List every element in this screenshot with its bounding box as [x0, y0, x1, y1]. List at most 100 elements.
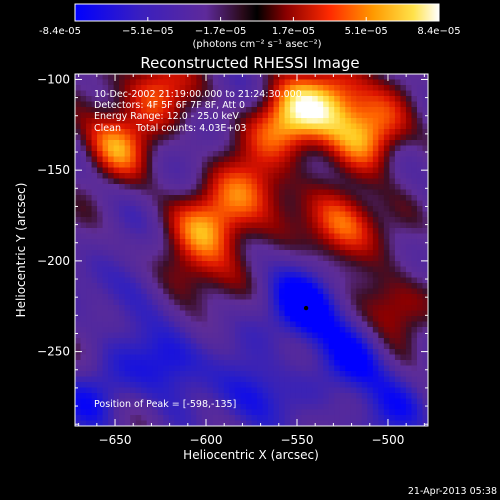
heatmap-cell — [102, 189, 109, 196]
heatmap-cell — [234, 85, 242, 92]
heatmap-cell — [306, 145, 313, 152]
heatmap-cell — [102, 371, 109, 378]
heatmap-cell — [86, 211, 93, 218]
heatmap-cell — [119, 162, 126, 169]
heatmap-cell — [207, 118, 214, 125]
heatmap-cell — [130, 233, 137, 240]
heatmap-cell — [119, 79, 126, 86]
heatmap-cell — [372, 404, 379, 411]
heatmap-cell — [394, 211, 402, 218]
heatmap-cell — [400, 189, 407, 196]
heatmap-cell — [350, 277, 357, 284]
heatmap-cell — [234, 167, 242, 174]
heatmap-cell — [234, 415, 242, 422]
heatmap-cell — [135, 189, 142, 196]
heatmap-cell — [312, 211, 319, 218]
heatmap-cell — [251, 206, 258, 213]
heatmap-cell — [152, 233, 159, 240]
heatmap-cell — [284, 415, 291, 422]
heatmap-cell — [405, 129, 413, 136]
heatmap-cell — [223, 360, 231, 367]
heatmap-cell — [251, 239, 258, 246]
heatmap-cell — [113, 327, 120, 334]
heatmap-cell — [168, 371, 175, 378]
heatmap-cell — [207, 79, 214, 86]
heatmap-cell — [124, 349, 131, 356]
heatmap-cell — [152, 404, 159, 411]
heatmap-cell — [245, 107, 253, 114]
heatmap-cell — [339, 371, 346, 378]
heatmap-cell — [405, 332, 413, 339]
heatmap-cell — [301, 195, 308, 202]
heatmap-cell — [97, 321, 104, 328]
heatmap-cell — [383, 195, 390, 202]
heatmap-cell — [80, 266, 87, 273]
heatmap-cell — [273, 217, 280, 224]
heatmap-cell — [405, 415, 413, 422]
heatmap-cell — [229, 415, 236, 422]
heatmap-cell — [356, 332, 363, 339]
heatmap-cell — [416, 79, 424, 86]
heatmap-cell — [279, 332, 286, 339]
heatmap-cell — [124, 129, 131, 136]
heatmap-cell — [350, 255, 357, 262]
heatmap-cell — [229, 74, 236, 81]
heatmap-cell — [312, 173, 319, 180]
heatmap-cell — [234, 349, 242, 356]
heatmap-cell — [262, 261, 269, 268]
heatmap-cell — [312, 305, 319, 312]
heatmap-cell — [185, 134, 192, 141]
heatmap-cell — [86, 217, 93, 224]
heatmap-cell — [345, 354, 352, 361]
heatmap-cell — [268, 409, 275, 416]
heatmap-cell — [372, 217, 379, 224]
heatmap-cell — [306, 255, 313, 262]
heatmap-cell — [416, 222, 424, 229]
heatmap-cell — [422, 332, 428, 339]
heatmap-cell — [372, 299, 379, 306]
heatmap-cell — [334, 173, 341, 180]
heatmap-cell — [383, 118, 390, 125]
heatmap-cell — [378, 123, 385, 130]
heatmap-cell — [367, 79, 374, 86]
heatmap-cell — [394, 283, 402, 290]
heatmap-cell — [301, 162, 308, 169]
heatmap-cell — [141, 156, 148, 163]
heatmap-cell — [356, 409, 363, 416]
heatmap-cell — [229, 173, 236, 180]
heatmap-cell — [124, 332, 131, 339]
heatmap-cell — [86, 156, 93, 163]
heatmap-cell — [185, 217, 192, 224]
heatmap-cell — [223, 222, 231, 229]
heatmap-cell — [339, 156, 346, 163]
heatmap-cell — [268, 74, 275, 81]
heatmap-cell — [273, 299, 280, 306]
heatmap-cell — [411, 162, 418, 169]
heatmap-cell — [394, 305, 402, 312]
heatmap-cell — [80, 140, 87, 147]
heatmap-cell — [312, 118, 319, 125]
heatmap-cell — [135, 305, 142, 312]
heatmap-cell — [422, 409, 428, 416]
heatmap-cell — [383, 173, 390, 180]
heatmap-cell — [174, 288, 181, 295]
heatmap-cell — [372, 371, 379, 378]
heatmap-cell — [157, 327, 164, 334]
heatmap-cell — [119, 316, 126, 323]
annotation-peak: Position of Peak = [-598,-135] — [94, 399, 236, 410]
heatmap-cell — [400, 415, 407, 422]
heatmap-cell — [207, 74, 214, 81]
heatmap-cell — [113, 404, 120, 411]
heatmap-cell — [80, 404, 87, 411]
heatmap-cell — [279, 112, 286, 119]
heatmap-cell — [223, 398, 231, 405]
heatmap-cell — [416, 354, 424, 361]
heatmap-cell — [361, 79, 368, 86]
heatmap-cell — [400, 338, 407, 345]
heatmap-cell — [135, 277, 142, 284]
heatmap-cell — [273, 233, 280, 240]
heatmap-cell — [273, 387, 280, 394]
heatmap-cell — [268, 332, 275, 339]
heatmap-cell — [257, 173, 264, 180]
heatmap-cell — [257, 371, 264, 378]
